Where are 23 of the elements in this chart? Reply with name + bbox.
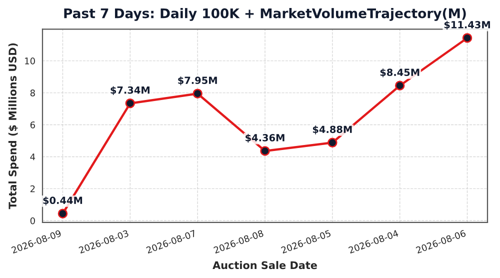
y-tick-label: 6 (30, 121, 35, 128)
y-tick-label: 10 (25, 58, 35, 64)
point (462, 33, 472, 43)
point (192, 88, 202, 98)
data-label: $11.43M (444, 20, 490, 30)
y-tick-label: 0 (30, 217, 35, 224)
data-label: $7.95M (178, 76, 217, 86)
point (394, 80, 405, 90)
chart-title: Past 7 Days: Daily 100K + MarketVolumeTrajectory(M) (64, 8, 466, 21)
y-tick-label: 4 (30, 154, 36, 160)
data-label: $8.45M (380, 68, 420, 78)
point (58, 208, 68, 218)
point (125, 98, 136, 108)
data-label: $4.36M (246, 134, 284, 143)
y-tick-label: 2 (30, 185, 35, 192)
data-label: $7.34M (110, 86, 150, 96)
y-axis-title: Total Spend ($ Millions USD) (8, 43, 19, 210)
data-label: $0.44M (43, 196, 82, 206)
data-label: $4.88M (312, 126, 352, 134)
point (328, 138, 338, 148)
x-axis-title: Auction Sale Date (212, 261, 317, 270)
y-tick-label: 8 (30, 90, 35, 96)
point (260, 146, 270, 156)
